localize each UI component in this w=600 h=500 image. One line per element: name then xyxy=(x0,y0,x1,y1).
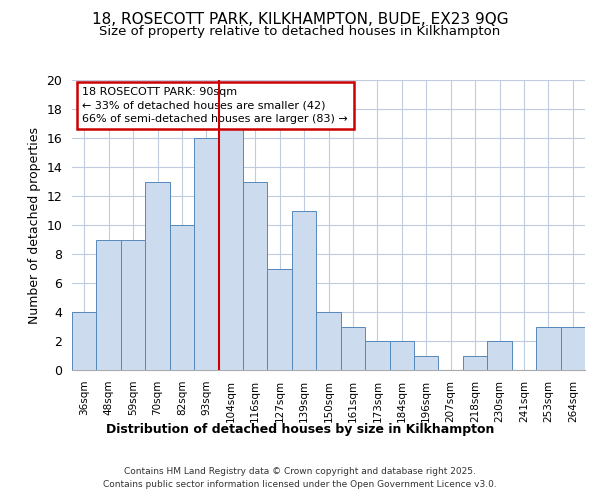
Bar xyxy=(121,240,145,370)
Bar xyxy=(316,312,341,370)
Text: Distribution of detached houses by size in Kilkhampton: Distribution of detached houses by size … xyxy=(106,422,494,436)
Bar xyxy=(145,182,170,370)
Text: 18, ROSECOTT PARK, KILKHAMPTON, BUDE, EX23 9QG: 18, ROSECOTT PARK, KILKHAMPTON, BUDE, EX… xyxy=(92,12,508,28)
Bar xyxy=(97,240,121,370)
Y-axis label: Number of detached properties: Number of detached properties xyxy=(28,126,41,324)
Bar xyxy=(487,341,512,370)
Bar xyxy=(218,124,243,370)
Text: Contains public sector information licensed under the Open Government Licence v3: Contains public sector information licen… xyxy=(103,480,497,489)
Text: Size of property relative to detached houses in Kilkhampton: Size of property relative to detached ho… xyxy=(100,25,500,38)
Bar xyxy=(560,326,585,370)
Bar xyxy=(365,341,389,370)
Bar xyxy=(268,268,292,370)
Bar xyxy=(389,341,414,370)
Bar xyxy=(72,312,97,370)
Bar xyxy=(341,326,365,370)
Bar xyxy=(292,210,316,370)
Bar xyxy=(170,225,194,370)
Bar xyxy=(536,326,560,370)
Bar xyxy=(463,356,487,370)
Text: Contains HM Land Registry data © Crown copyright and database right 2025.: Contains HM Land Registry data © Crown c… xyxy=(124,468,476,476)
Text: 18 ROSECOTT PARK: 90sqm
← 33% of detached houses are smaller (42)
66% of semi-de: 18 ROSECOTT PARK: 90sqm ← 33% of detache… xyxy=(82,87,348,124)
Bar xyxy=(414,356,439,370)
Bar xyxy=(194,138,218,370)
Bar xyxy=(243,182,268,370)
